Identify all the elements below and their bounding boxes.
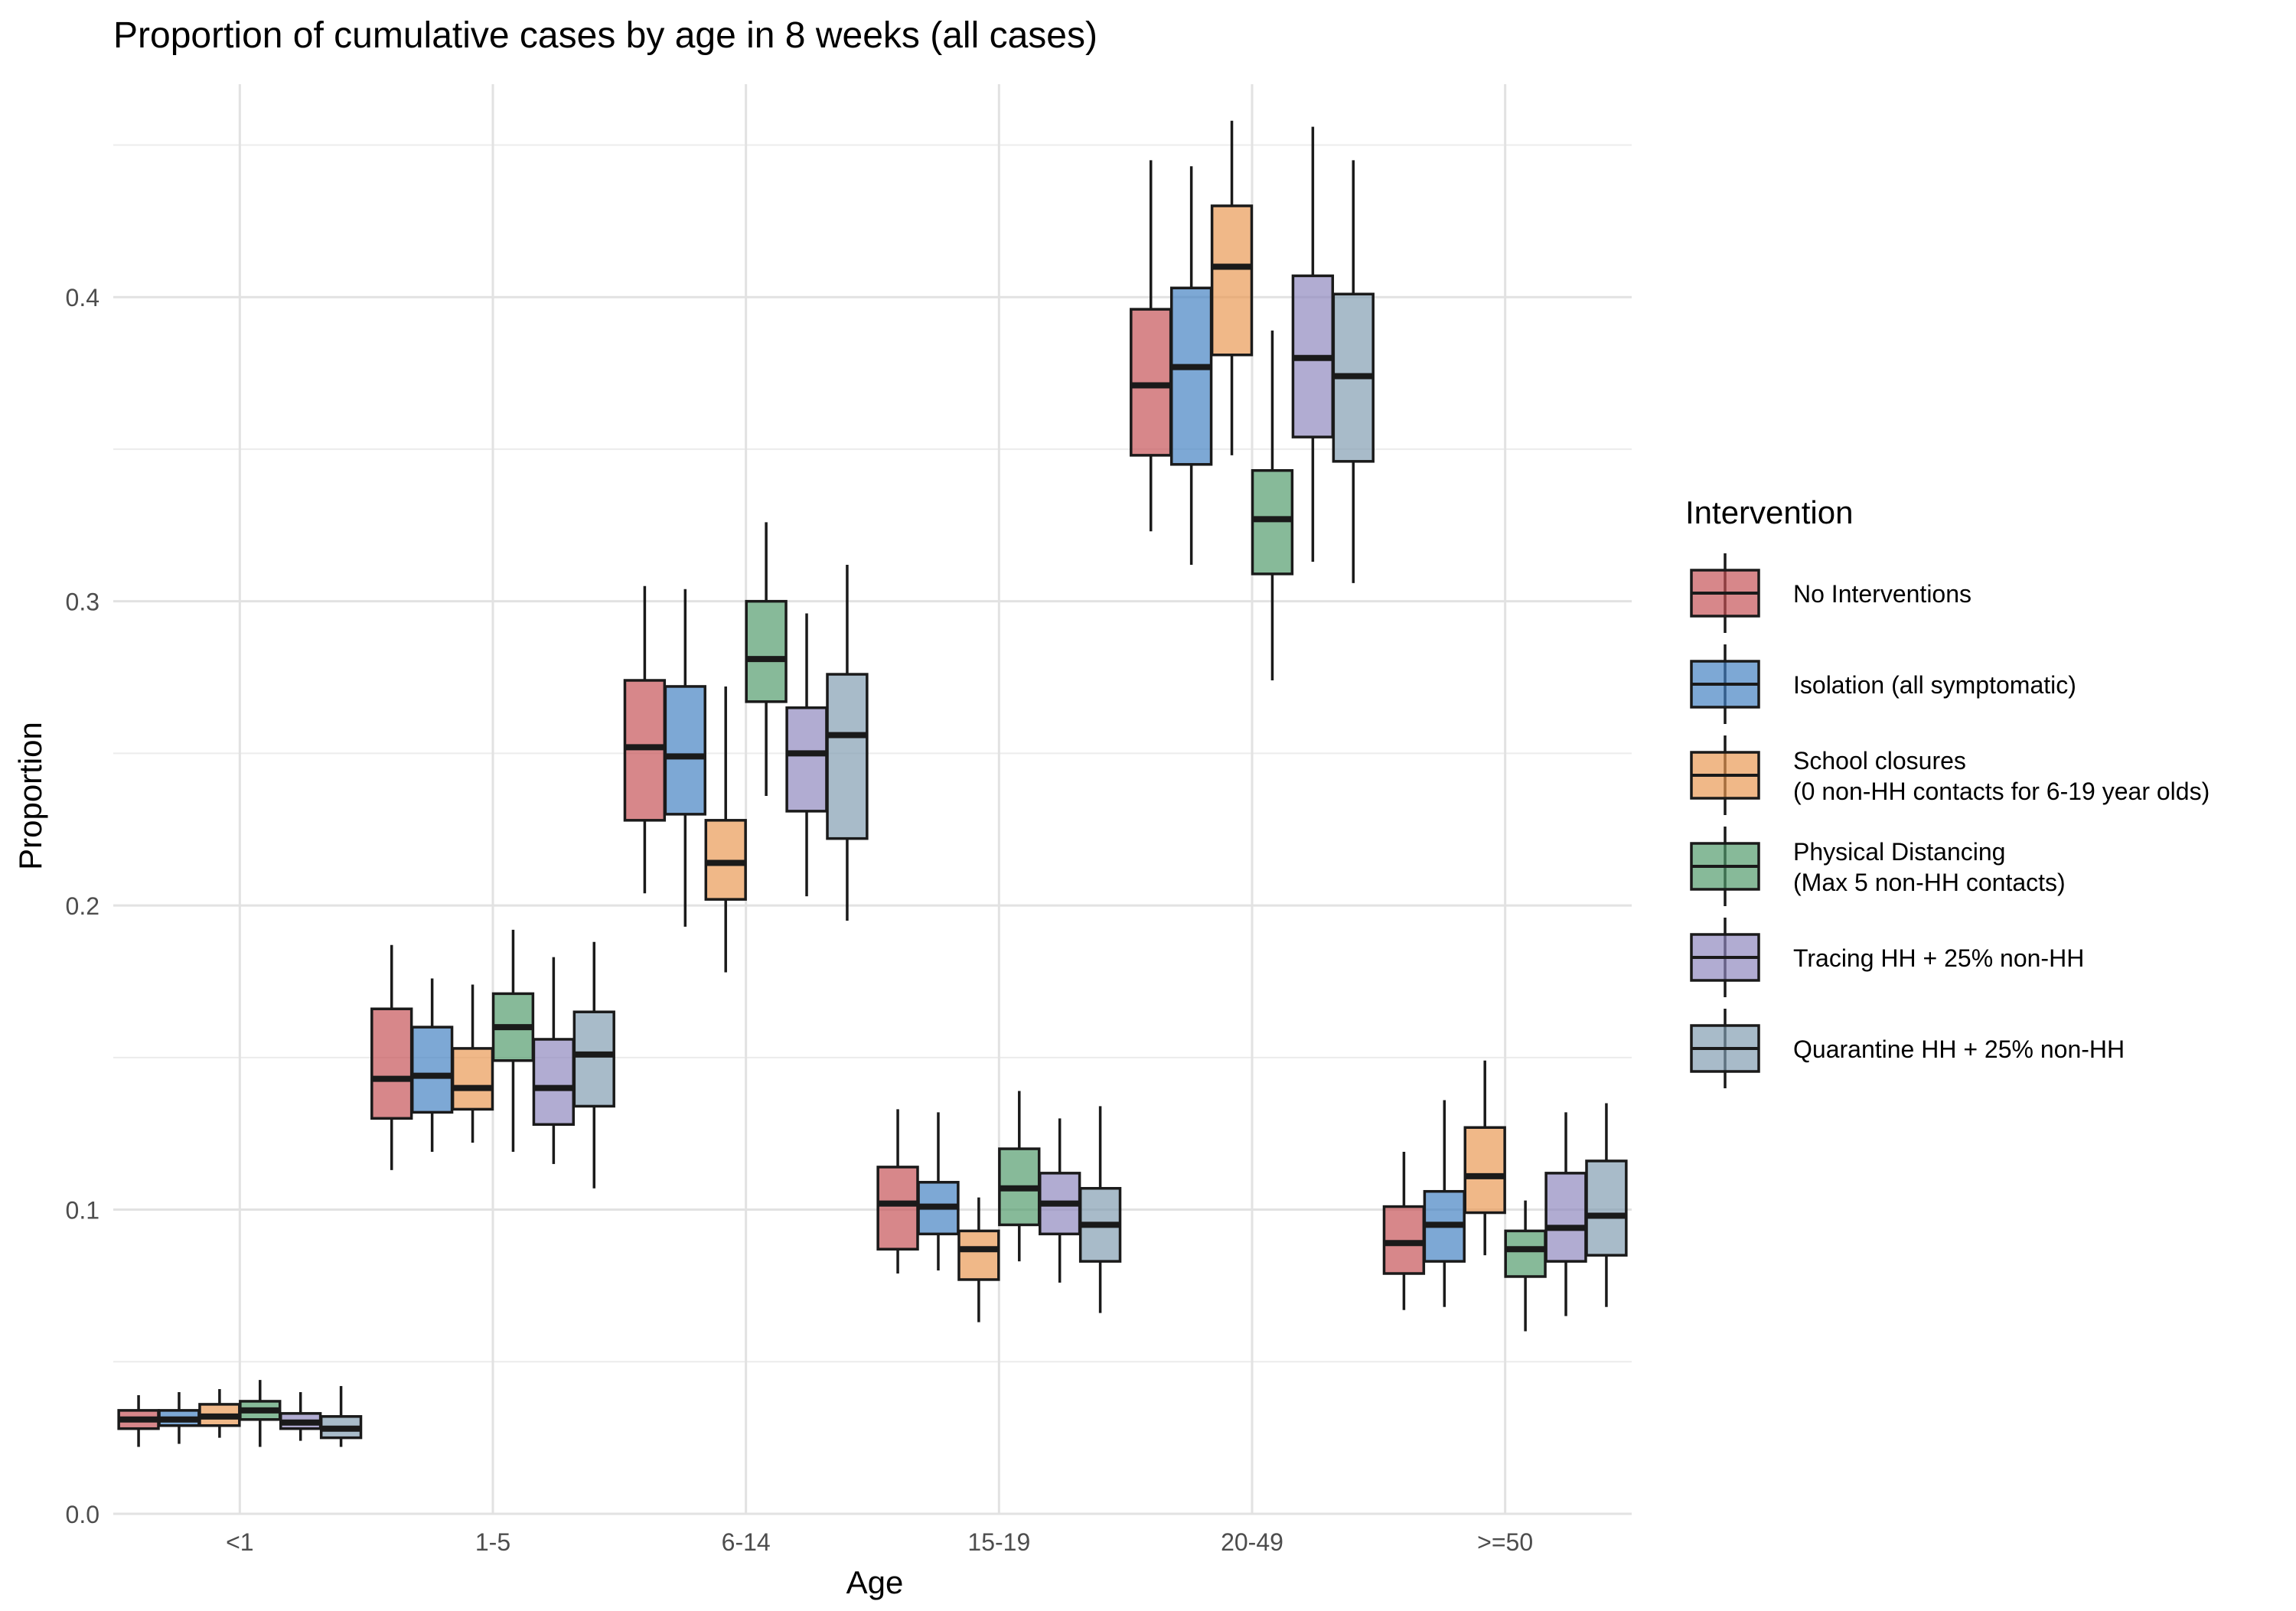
- box-1-1: [410, 978, 454, 1153]
- legend-entry: Physical Distancing (Max 5 non-HH contact…: [1690, 827, 2066, 906]
- x-tick-label: 20-49: [1221, 1528, 1283, 1556]
- box-4-2: [785, 613, 828, 897]
- box-2-4: [1210, 120, 1254, 455]
- box-body: [826, 673, 869, 840]
- y-axis-title: Proportion: [12, 722, 48, 870]
- box-1-2: [664, 589, 706, 927]
- box-4-1: [532, 957, 576, 1164]
- box-3-2: [745, 522, 788, 797]
- box-body: [664, 685, 706, 816]
- box-5-5: [1585, 1103, 1628, 1307]
- legend: Intervention No Interventions Isolation (…: [1685, 494, 2210, 1088]
- box-2-3: [957, 1197, 1000, 1322]
- legend-entry: Tracing HH + 25% non-HH: [1690, 918, 2084, 997]
- box-body: [370, 1007, 413, 1120]
- box-body: [410, 1026, 454, 1114]
- x-tick-label: <1: [226, 1528, 253, 1556]
- axes: 0.0 0.1 0.2 0.3 0.4 <1 1-5 6-14 15-19 20-49 >=50: [66, 284, 1534, 1556]
- box-1-0: [158, 1392, 201, 1444]
- box-body: [876, 1166, 919, 1251]
- legend-label: (Max 5 non-HH contacts): [1793, 869, 2066, 896]
- box-1-3: [917, 1112, 960, 1271]
- box-body: [785, 706, 828, 813]
- legend-title: Intervention: [1685, 494, 1853, 530]
- box-5-0: [319, 1386, 363, 1447]
- box-0-2: [623, 585, 667, 894]
- box-0-3: [876, 1109, 919, 1274]
- box-4-3: [1039, 1118, 1081, 1283]
- box-5-2: [826, 564, 869, 921]
- boxes: [117, 120, 1628, 1447]
- box-3-4: [1251, 330, 1294, 680]
- box-body: [451, 1047, 494, 1111]
- legend-entry: Isolation (all symptomatic): [1690, 644, 2076, 724]
- box-3-0: [239, 1380, 282, 1447]
- box-body: [1544, 1172, 1587, 1263]
- legend-label: (0 non-HH contacts for 6-19 year olds): [1793, 778, 2210, 805]
- y-tick-label: 0.0: [66, 1501, 99, 1528]
- legend-label: School closures: [1793, 747, 1966, 775]
- box-5-1: [572, 941, 615, 1189]
- box-3-1: [491, 929, 535, 1153]
- x-tick-label: >=50: [1477, 1528, 1533, 1556]
- box-1-5: [1423, 1100, 1466, 1307]
- x-axis-title: Age: [846, 1564, 904, 1600]
- box-body: [532, 1038, 576, 1127]
- legend-label: No Interventions: [1793, 580, 1971, 608]
- box-5-4: [1332, 160, 1375, 583]
- box-body: [1585, 1159, 1628, 1257]
- box-4-5: [1544, 1112, 1587, 1316]
- x-tick-label: 6-14: [722, 1528, 771, 1556]
- box-body: [1504, 1229, 1547, 1278]
- box-body: [1169, 286, 1213, 466]
- y-tick-label: 0.3: [66, 589, 99, 616]
- y-tick-label: 0.4: [66, 284, 99, 311]
- box-5-3: [1078, 1106, 1122, 1313]
- box-3-3: [998, 1091, 1041, 1262]
- legend-label: Tracing HH + 25% non-HH: [1793, 944, 2084, 972]
- box-2-2: [704, 686, 747, 973]
- box-body: [957, 1229, 1000, 1281]
- box-4-4: [1291, 126, 1335, 562]
- x-tick-label: 1-5: [475, 1528, 510, 1556]
- box-0-4: [1130, 160, 1172, 532]
- box-2-0: [198, 1389, 241, 1438]
- box-2-5: [1463, 1060, 1506, 1256]
- x-tick-label: 15-19: [967, 1528, 1030, 1556]
- legend-entry: No Interventions: [1690, 553, 1971, 633]
- legend-entry: School closures (0 non-HH contacts for 6-…: [1690, 735, 2210, 815]
- y-tick-label: 0.2: [66, 892, 99, 920]
- legend-label: Quarantine HH + 25% non-HH: [1793, 1035, 2125, 1063]
- legend-label: Isolation (all symptomatic): [1793, 671, 2076, 699]
- legend-entry: Quarantine HH + 25% non-HH: [1690, 1009, 2125, 1088]
- chart-title: Proportion of cumulative cases by age in…: [113, 15, 1097, 56]
- y-tick-label: 0.1: [66, 1197, 99, 1225]
- box-body: [1210, 204, 1254, 357]
- box-0-1: [370, 944, 413, 1170]
- box-4-0: [279, 1392, 322, 1441]
- box-body: [1463, 1126, 1506, 1215]
- box-body: [745, 599, 788, 703]
- box-0-0: [117, 1394, 160, 1447]
- box-0-5: [1382, 1152, 1426, 1310]
- box-2-1: [451, 984, 494, 1143]
- legend-label: Physical Distancing: [1793, 838, 2005, 866]
- box-body: [572, 1010, 615, 1108]
- box-3-5: [1504, 1200, 1547, 1332]
- box-1-4: [1169, 166, 1213, 565]
